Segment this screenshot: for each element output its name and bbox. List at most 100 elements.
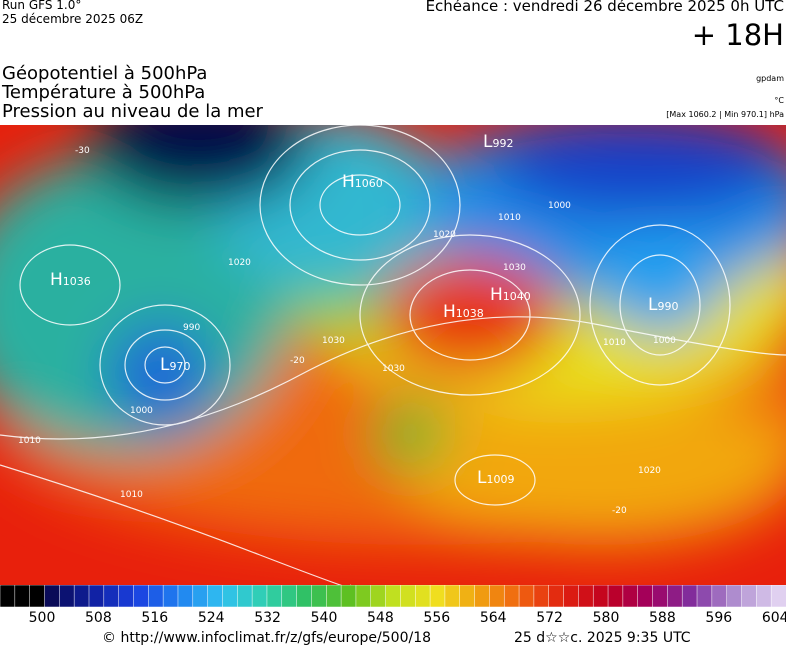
center-type: H bbox=[443, 302, 456, 322]
isobar-label: 990 bbox=[183, 323, 200, 333]
center-value: 1040 bbox=[503, 290, 531, 303]
colorbar-swatch bbox=[429, 585, 446, 607]
isobar-label: 1020 bbox=[638, 466, 661, 476]
colorbar-label: 572 bbox=[536, 610, 563, 626]
unit: gpdam bbox=[756, 74, 784, 83]
colorbar-label: 596 bbox=[705, 610, 733, 626]
center-type: L bbox=[477, 468, 487, 488]
colorbar-swatch bbox=[414, 585, 431, 607]
colorbar-swatch bbox=[222, 585, 239, 607]
pressure-center: H1060 bbox=[342, 172, 383, 192]
colorbar-swatch bbox=[311, 585, 328, 607]
isobar-label: 1000 bbox=[653, 336, 676, 346]
colorbar-swatch bbox=[385, 585, 402, 607]
colorbar-swatch bbox=[711, 585, 728, 607]
center-value: 1036 bbox=[63, 275, 91, 288]
center-type: L bbox=[483, 132, 493, 152]
unit: [Max 1060.2 | Min 970.1] hPa bbox=[666, 110, 784, 119]
colorbar-swatch bbox=[59, 585, 75, 607]
isobars bbox=[0, 125, 786, 585]
center-type: L bbox=[160, 355, 170, 375]
isobar-label: -20 bbox=[612, 506, 627, 516]
colorbar-label: 556 bbox=[423, 610, 451, 626]
timestamp: 25 d☆☆c. 2025 9:35 UTC bbox=[514, 630, 691, 646]
colorbar-swatch bbox=[578, 585, 594, 607]
field: Pression au niveau de la mer bbox=[2, 101, 263, 122]
isobar-label: -20 bbox=[290, 356, 305, 366]
center-type: H bbox=[490, 285, 503, 305]
colorbar-swatch bbox=[741, 585, 758, 607]
pressure-center: H1038 bbox=[443, 302, 484, 322]
colorbar-label: 604 bbox=[761, 610, 786, 626]
colorbar-swatch bbox=[162, 585, 179, 607]
isobar-label: 1010 bbox=[498, 213, 521, 223]
run: Run GFS 1.0° bbox=[2, 0, 82, 12]
isobar-label: 1010 bbox=[603, 338, 626, 348]
colorbar-swatch bbox=[444, 585, 461, 607]
colorbar-swatch bbox=[696, 585, 713, 607]
colorbar-swatch bbox=[207, 585, 224, 607]
colorbar-swatch bbox=[548, 585, 565, 607]
center-type: L bbox=[648, 295, 658, 315]
colorbar-swatch bbox=[88, 585, 105, 607]
center-value: 1038 bbox=[456, 307, 484, 320]
pressure-center: H1036 bbox=[50, 270, 91, 290]
colorbar-swatch bbox=[652, 585, 669, 607]
colorbar-swatch bbox=[0, 585, 16, 607]
colorbar-swatch bbox=[400, 585, 416, 607]
center-value: 1009 bbox=[486, 473, 514, 486]
colorbar-swatch bbox=[340, 585, 357, 607]
isobar-label: 1020 bbox=[228, 258, 251, 268]
center-value: 970 bbox=[169, 360, 190, 373]
isobar-label: 1030 bbox=[382, 364, 405, 374]
colorbar bbox=[0, 585, 786, 607]
colorbar-label: 540 bbox=[310, 610, 338, 626]
center-value: 1060 bbox=[355, 177, 383, 190]
colorbar-swatch bbox=[192, 585, 209, 607]
colorbar-swatch bbox=[563, 585, 580, 607]
pressure-center: L1009 bbox=[477, 468, 514, 488]
echeance: Echéance : vendredi 26 décembre 2025 0h … bbox=[425, 0, 784, 15]
colorbar-swatch bbox=[355, 585, 372, 607]
colorbar-label: 532 bbox=[254, 610, 281, 626]
colorbar-label: 500 bbox=[28, 610, 56, 626]
center-value: 990 bbox=[657, 300, 678, 313]
colorbar-label: 508 bbox=[85, 610, 112, 626]
colorbar-labels: 500 508 516 524 532 540 548 556 564 572 580 588 596 6… bbox=[0, 610, 786, 628]
colorbar-label: 548 bbox=[367, 610, 394, 626]
colorbar-swatch bbox=[370, 585, 387, 607]
isobar-label: 1030 bbox=[322, 336, 345, 346]
colorbar-swatch bbox=[489, 585, 505, 607]
colorbar-swatch bbox=[296, 585, 313, 607]
center-value: 992 bbox=[492, 137, 513, 150]
run-date: 25 décembre 2025 06Z bbox=[2, 12, 144, 26]
isobar-label: -30 bbox=[75, 146, 90, 156]
colorbar-label: 564 bbox=[479, 610, 507, 626]
colorbar-swatch bbox=[681, 585, 698, 607]
colorbar-swatch bbox=[592, 585, 609, 607]
colorbar-swatch bbox=[133, 585, 150, 607]
isobar-label: 1010 bbox=[18, 436, 41, 446]
colorbar-swatch bbox=[118, 585, 135, 607]
colorbar-swatch bbox=[281, 585, 298, 607]
colorbar-swatch bbox=[622, 585, 639, 607]
colorbar-swatch bbox=[518, 585, 535, 607]
field: Géopotentiel à 500hPa bbox=[2, 63, 208, 84]
lead-time: + 18H bbox=[691, 18, 784, 52]
colorbar-swatch bbox=[503, 585, 520, 607]
unit: °C bbox=[774, 96, 784, 105]
colorbar-swatch bbox=[251, 585, 268, 607]
colorbar-swatch bbox=[14, 585, 31, 607]
pressure-center: L990 bbox=[648, 295, 678, 315]
colorbar-swatch bbox=[667, 585, 683, 607]
colorbar-swatch bbox=[326, 585, 342, 607]
colorbar-swatch bbox=[237, 585, 253, 607]
colorbar-swatch bbox=[73, 585, 90, 607]
colorbar-swatch bbox=[29, 585, 46, 607]
pressure-center: L970 bbox=[160, 355, 190, 375]
colorbar-label: 516 bbox=[141, 610, 169, 626]
isobar-label: 1010 bbox=[120, 490, 143, 500]
colorbar-swatch bbox=[44, 585, 61, 607]
